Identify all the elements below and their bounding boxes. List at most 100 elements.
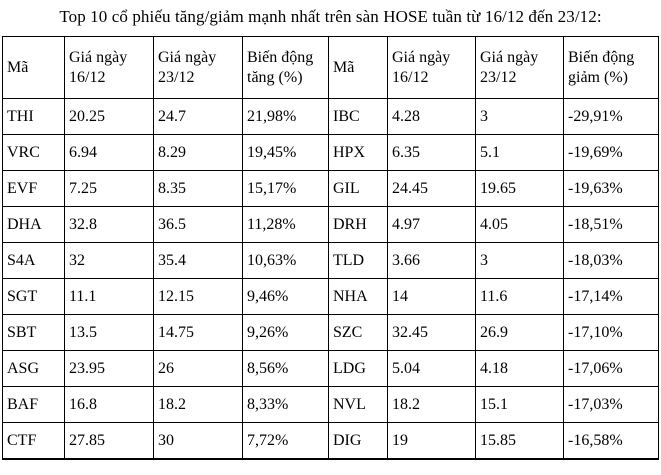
change-percent-cell: 10,63% xyxy=(242,242,329,279)
stock-code-cell: S4A xyxy=(2,242,65,279)
table-row: THI 20.25 24.7 21,98% IBC 4.28 3 -29,91% xyxy=(2,98,659,135)
price-16-12-cell: 4.28 xyxy=(387,98,476,135)
table-header: Mã Giá ngày 16/12 Giá ngày 23/12 Biến độ… xyxy=(2,36,659,99)
stock-code-cell: NHA xyxy=(328,278,388,315)
table-row: EVF 7.25 8.35 15,17% GIL 24.45 19.65 -19,63% xyxy=(2,170,659,207)
stock-code-cell: GIL xyxy=(328,170,388,207)
price-23-12-cell: 14.75 xyxy=(153,314,243,351)
price-23-12-cell: 15.1 xyxy=(475,386,564,423)
price-23-12-cell: 35.4 xyxy=(153,242,243,279)
change-percent-cell: -29,91% xyxy=(563,98,659,135)
price-16-12-cell: 4.97 xyxy=(387,206,476,243)
stock-table: Mã Giá ngày 16/12 Giá ngày 23/12 Biến độ… xyxy=(2,36,659,460)
change-percent-cell: 11,28% xyxy=(242,206,329,243)
price-16-12-cell: 32 xyxy=(64,242,154,279)
price-23-12-cell: 36.5 xyxy=(153,206,243,243)
change-percent-cell: 15,17% xyxy=(242,170,329,207)
price-23-12-cell: 26.9 xyxy=(475,314,564,351)
change-percent-cell: -18,51% xyxy=(563,206,659,243)
header-price-16-12-gainers: Giá ngày 16/12 xyxy=(64,36,154,99)
change-percent-cell: 7,72% xyxy=(242,422,329,460)
stock-code-cell: HPX xyxy=(328,134,388,171)
change-percent-cell: -17,06% xyxy=(563,350,659,387)
price-16-12-cell: 16.8 xyxy=(64,386,154,423)
change-percent-cell: -16,58% xyxy=(563,422,659,460)
price-16-12-cell: 7.25 xyxy=(64,170,154,207)
price-16-12-cell: 5.04 xyxy=(387,350,476,387)
stock-code-cell: DHA xyxy=(2,206,65,243)
price-23-12-cell: 15.85 xyxy=(475,422,564,460)
table-row: SGT 11.1 12.15 9,46% NHA 14 11.6 -17,14% xyxy=(2,278,659,315)
table-row: SBT 13.5 14.75 9,26% SZC 32.45 26.9 -17,10% xyxy=(2,314,659,351)
price-23-12-cell: 4.18 xyxy=(475,350,564,387)
price-23-12-cell: 5.1 xyxy=(475,134,564,171)
stock-code-cell: SZC xyxy=(328,314,388,351)
price-23-12-cell: 4.05 xyxy=(475,206,564,243)
price-16-12-cell: 27.85 xyxy=(64,422,154,460)
change-percent-cell: -17,10% xyxy=(563,314,659,351)
price-16-12-cell: 13.5 xyxy=(64,314,154,351)
header-code-losers: Mã xyxy=(328,36,388,99)
change-percent-cell: 8,33% xyxy=(242,386,329,423)
price-16-12-cell: 20.25 xyxy=(64,98,154,135)
price-23-12-cell: 12.15 xyxy=(153,278,243,315)
header-code-gainers: Mã xyxy=(2,36,65,99)
price-23-12-cell: 8.35 xyxy=(153,170,243,207)
stock-code-cell: THI xyxy=(2,98,65,135)
header-price-23-12-gainers: Giá ngày 23/12 xyxy=(153,36,243,99)
price-23-12-cell: 3 xyxy=(475,242,564,279)
price-16-12-cell: 6.35 xyxy=(387,134,476,171)
stock-code-cell: ASG xyxy=(2,350,65,387)
price-23-12-cell: 18.2 xyxy=(153,386,243,423)
change-percent-cell: 9,46% xyxy=(242,278,329,315)
price-16-12-cell: 19 xyxy=(387,422,476,460)
price-23-12-cell: 26 xyxy=(153,350,243,387)
table-row: CTF 27.85 30 7,72% DIG 19 15.85 -16,58% xyxy=(2,422,659,460)
change-percent-cell: 21,98% xyxy=(242,98,329,135)
change-percent-cell: 8,56% xyxy=(242,350,329,387)
price-16-12-cell: 14 xyxy=(387,278,476,315)
page-title: Top 10 cổ phiếu tăng/giảm mạnh nhất trên… xyxy=(59,7,602,26)
stock-code-cell: DRH xyxy=(328,206,388,243)
price-16-12-cell: 32.8 xyxy=(64,206,154,243)
stock-code-cell: NVL xyxy=(328,386,388,423)
stock-code-cell: CTF xyxy=(2,422,65,460)
header-price-23-12-losers: Giá ngày 23/12 xyxy=(475,36,564,99)
stock-code-cell: DIG xyxy=(328,422,388,460)
change-percent-cell: -17,14% xyxy=(563,278,659,315)
change-percent-cell: -19,63% xyxy=(563,170,659,207)
price-23-12-cell: 11.6 xyxy=(475,278,564,315)
change-percent-cell: 9,26% xyxy=(242,314,329,351)
stock-code-cell: IBC xyxy=(328,98,388,135)
price-16-12-cell: 3.66 xyxy=(387,242,476,279)
change-percent-cell: -19,69% xyxy=(563,134,659,171)
header-change-down: Biến động giảm (%) xyxy=(563,36,659,99)
price-16-12-cell: 23.95 xyxy=(64,350,154,387)
price-16-12-cell: 32.45 xyxy=(387,314,476,351)
table-row: DHA 32.8 36.5 11,28% DRH 4.97 4.05 -18,51% xyxy=(2,206,659,243)
stock-code-cell: SBT xyxy=(2,314,65,351)
table-row: BAF 16.8 18.2 8,33% NVL 18.2 15.1 -17,03% xyxy=(2,386,659,423)
price-23-12-cell: 3 xyxy=(475,98,564,135)
price-23-12-cell: 24.7 xyxy=(153,98,243,135)
price-16-12-cell: 24.45 xyxy=(387,170,476,207)
price-16-12-cell: 11.1 xyxy=(64,278,154,315)
price-16-12-cell: 18.2 xyxy=(387,386,476,423)
table-row: VRC 6.94 8.29 19,45% HPX 6.35 5.1 -19,69% xyxy=(2,134,659,171)
change-percent-cell: -17,03% xyxy=(563,386,659,423)
change-percent-cell: -18,03% xyxy=(563,242,659,279)
table-row: ASG 23.95 26 8,56% LDG 5.04 4.18 -17,06% xyxy=(2,350,659,387)
stock-code-cell: EVF xyxy=(2,170,65,207)
stock-code-cell: LDG xyxy=(328,350,388,387)
table-body: THI 20.25 24.7 21,98% IBC 4.28 3 -29,91% VRC 6.94… xyxy=(2,98,659,460)
header-price-16-12-losers: Giá ngày 16/12 xyxy=(387,36,476,99)
table-row: S4A 32 35.4 10,63% TLD 3.66 3 -18,03% xyxy=(2,242,659,279)
stock-code-cell: VRC xyxy=(2,134,65,171)
price-16-12-cell: 6.94 xyxy=(64,134,154,171)
header-change-up: Biến động tăng (%) xyxy=(242,36,329,99)
stock-code-cell: TLD xyxy=(328,242,388,279)
price-23-12-cell: 30 xyxy=(153,422,243,460)
stock-code-cell: BAF xyxy=(2,386,65,423)
stock-code-cell: SGT xyxy=(2,278,65,315)
change-percent-cell: 19,45% xyxy=(242,134,329,171)
